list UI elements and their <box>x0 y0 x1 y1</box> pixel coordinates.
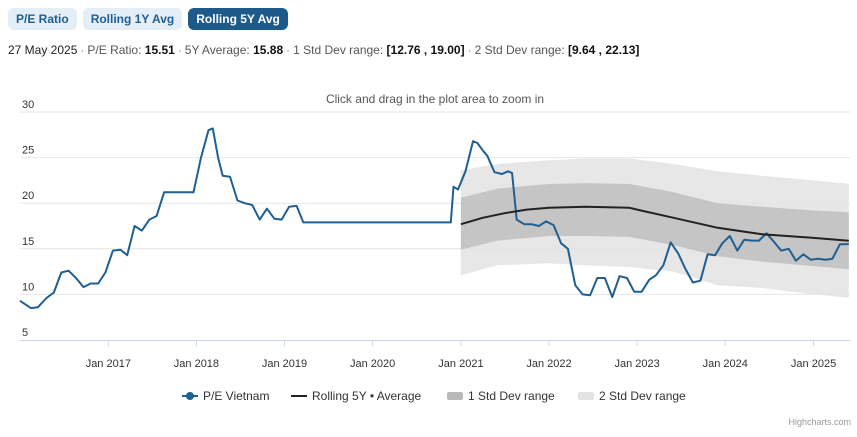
x-tick-label: Jan 2022 <box>526 358 571 370</box>
legend-label: 2 Std Dev range <box>599 389 686 403</box>
summary-date: 27 May 2025 <box>8 43 78 57</box>
y-tick-label: 5 <box>22 327 28 339</box>
legend-label: 1 Std Dev range <box>468 389 555 403</box>
y-tick-label: 15 <box>22 236 34 248</box>
x-tick-label: Jan 2023 <box>614 358 659 370</box>
separator: · <box>80 43 85 57</box>
series-lines <box>19 127 849 310</box>
x-tick-label: Jan 2019 <box>262 358 307 370</box>
x-tick-label: Jan 2025 <box>791 358 836 370</box>
std2-value: [9.64 , 22.13] <box>568 43 640 57</box>
legend-label: Rolling 5Y • Average <box>312 389 421 403</box>
legend: P/E Vietnam Rolling 5Y • Average 1 Std Dev… <box>182 389 686 403</box>
highcharts-credit[interactable]: Highcharts.com <box>788 417 851 427</box>
separator: · <box>177 43 182 57</box>
tab-pe-ratio[interactable]: P/E Ratio <box>8 8 77 30</box>
tab-rolling-1y-avg[interactable]: Rolling 1Y Avg <box>82 8 183 30</box>
legend-marker-pe <box>186 392 194 400</box>
std1-band <box>460 183 849 270</box>
x-tick-label: Jan 2018 <box>174 358 219 370</box>
pe-vietnam-line <box>19 127 849 310</box>
x-tick-label: Jan 2021 <box>438 358 483 370</box>
std2-label: 2 Std Dev range: <box>474 43 565 57</box>
x-tick-label: Jan 2017 <box>86 358 131 370</box>
rolling-5y-average-line <box>460 205 849 242</box>
y-tick-label: 10 <box>22 281 34 293</box>
x-tick-label: Jan 2020 <box>350 358 395 370</box>
legend-label: P/E Vietnam <box>203 389 269 403</box>
grid-lines <box>20 111 850 295</box>
std-dev-bands <box>460 158 849 298</box>
y-tick-label: 25 <box>22 145 34 157</box>
chart-mode-tabs: P/E Ratio Rolling 1Y Avg Rolling 5Y Avg <box>8 8 288 30</box>
zoom-hint: Click and drag in the plot area to zoom … <box>326 92 544 106</box>
y-axis: 5 10 15 20 25 30 <box>22 99 34 339</box>
avg-value: 15.88 <box>253 43 284 57</box>
separator: · <box>467 43 472 57</box>
summary-line: 27 May 2025 · P/E Ratio: 15.51 · 5Y Average:… <box>8 43 639 57</box>
y-tick-label: 30 <box>22 99 34 111</box>
std1-label: 1 Std Dev range: <box>293 43 384 57</box>
y-tick-label: 20 <box>22 190 34 202</box>
separator: · <box>286 43 291 57</box>
avg-label: 5Y Average: <box>184 43 250 57</box>
x-tick-label: Jan 2024 <box>703 358 748 370</box>
legend-swatch <box>578 392 594 400</box>
x-axis: Jan 2017 Jan 2018 Jan 2019 Jan 2020 Jan 2021… <box>20 340 850 370</box>
legend-swatch <box>447 392 463 400</box>
std1-value: [12.76 , 19.00] <box>386 43 465 57</box>
pe-value: 15.51 <box>144 43 175 57</box>
pe-label: P/E Ratio: <box>87 43 142 57</box>
tab-rolling-5y-avg[interactable]: Rolling 5Y Avg <box>188 8 288 30</box>
